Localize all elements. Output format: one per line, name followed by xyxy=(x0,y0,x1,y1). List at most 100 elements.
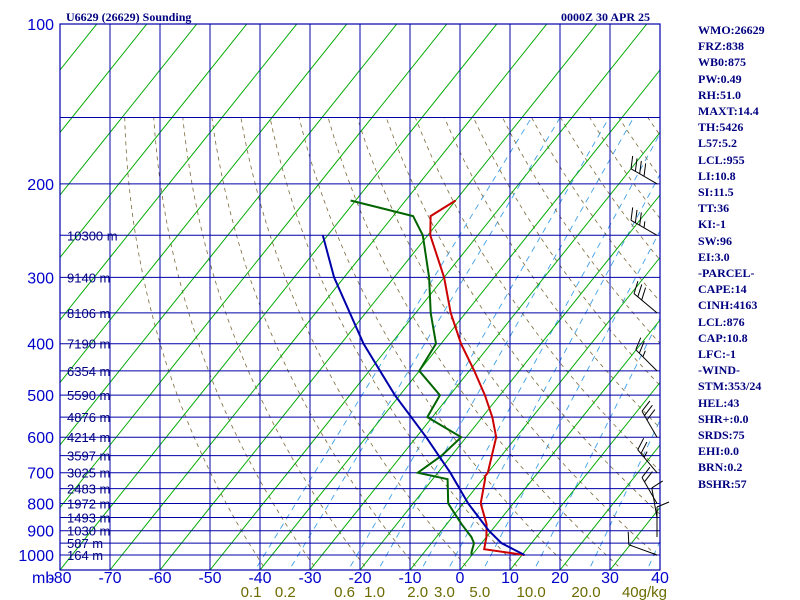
index-item: FRZ:838 xyxy=(698,39,744,54)
isotherm-line xyxy=(259,69,660,570)
pressure-tick-label: 200 xyxy=(27,177,54,194)
pressure-tick-label: 300 xyxy=(27,270,54,287)
index-item: EI:3.0 xyxy=(698,249,730,264)
isotherm-line xyxy=(409,256,660,570)
isotherm-line xyxy=(60,24,398,446)
isotherm-line xyxy=(459,319,660,570)
pressure-unit-label: mb xyxy=(32,570,54,587)
index-item: LFC:-1 xyxy=(698,347,736,362)
temperature-tick-label: 30 xyxy=(601,570,619,587)
sounding-time: 0000Z 30 APR 25 xyxy=(561,10,650,24)
height-label: 3597 m xyxy=(67,449,110,464)
mixing-ratio-label: 40g/kg xyxy=(622,584,667,600)
temperature-tick-label: 0 xyxy=(456,570,465,587)
mixing-ratio-line xyxy=(379,117,635,567)
height-label: 8106 m xyxy=(67,306,110,321)
isotherm-line xyxy=(509,381,660,570)
isotherm-lines xyxy=(60,24,660,570)
height-label: 9140 m xyxy=(67,270,110,285)
index-item: EHI:0.0 xyxy=(698,444,740,459)
index-item: -WIND- xyxy=(698,363,740,378)
index-panel: WMO:26629 FRZ:838 WB0:875 PW:0.49 RH:51.0 MAX… xyxy=(698,22,798,492)
mixing-ratio-label: 5.0 xyxy=(469,584,490,600)
index-item: SHR+:0.0 xyxy=(698,411,749,426)
temperature-tick-label: -60 xyxy=(148,570,171,587)
height-label: 164 m xyxy=(67,548,103,563)
height-label: 4876 m xyxy=(67,410,110,425)
pressure-tick-label: 400 xyxy=(27,337,54,354)
temperature-line xyxy=(429,199,525,556)
wind-barb xyxy=(651,480,664,518)
height-label: 2483 m xyxy=(67,482,110,497)
temperature-tick-label: -80 xyxy=(48,570,71,587)
wind-barb xyxy=(635,337,658,372)
mixing-ratio-label: 20.0 xyxy=(571,584,600,600)
mixing-ratio-label: 1.0 xyxy=(364,584,385,600)
mixing-ratio-label: 0.1 xyxy=(241,584,262,600)
isotherm-line xyxy=(359,194,660,570)
index-item: PW:0.49 xyxy=(698,71,742,86)
index-item: L57:5.2 xyxy=(698,136,737,151)
temperature-tick-label: -30 xyxy=(298,570,321,587)
profile-lines xyxy=(321,199,525,556)
height-label: 5590 m xyxy=(67,388,110,403)
pressure-tick-label: 900 xyxy=(27,524,54,541)
index-item: HEL:43 xyxy=(698,395,740,410)
mixing-ratio-label: 3.0 xyxy=(434,584,455,600)
isotherm-line xyxy=(309,131,660,570)
wind-barb xyxy=(633,281,658,314)
mixing-ratio-label: 0.2 xyxy=(275,584,296,600)
wind-barbs xyxy=(627,155,670,556)
temperature-tick-label: -10 xyxy=(398,570,421,587)
index-item: LI:10.8 xyxy=(698,168,736,183)
mixing-ratio-line xyxy=(449,173,660,567)
dewpoint-line xyxy=(350,199,476,556)
mixing-ratio-label: 2.0 xyxy=(407,584,428,600)
index-item: SI:11.5 xyxy=(698,185,734,200)
wind-barb xyxy=(637,437,658,474)
isotherm-line xyxy=(60,24,448,509)
pressure-tick-label: 500 xyxy=(27,388,54,405)
index-item: WB0:875 xyxy=(698,55,746,70)
height-label: 4214 m xyxy=(67,430,110,445)
mixing-ratio-label: 10.0 xyxy=(516,584,545,600)
index-item: TT:36 xyxy=(698,201,730,216)
mixing-ratio-lines xyxy=(257,117,660,567)
pressure-tick-label: 700 xyxy=(27,466,54,483)
mixing-ratio-line xyxy=(484,229,660,567)
index-item: SRDS:75 xyxy=(698,428,745,443)
pressure-tick-label: 600 xyxy=(27,430,54,447)
temperature-tick-label: -20 xyxy=(348,570,371,587)
mixing-ratio-line xyxy=(590,419,660,567)
station-title: U6629 (26629) Sounding xyxy=(66,10,191,24)
isotherm-line xyxy=(60,24,148,134)
temperature-tick-label: -70 xyxy=(98,570,121,587)
height-label: 7190 m xyxy=(67,337,110,352)
wind-barb xyxy=(641,400,658,438)
wind-barb xyxy=(630,155,658,185)
pressure-tick-label: 800 xyxy=(27,497,54,514)
isotherm-line xyxy=(60,24,348,384)
height-label: 6354 m xyxy=(67,364,110,379)
isotherm-line xyxy=(559,444,660,570)
plot-frame xyxy=(59,23,661,571)
index-item: STM:353/24 xyxy=(698,379,762,394)
pressure-grid xyxy=(59,23,661,571)
temperature-tick-label: 20 xyxy=(551,570,569,587)
parcel-line xyxy=(321,235,525,556)
isotherm-line xyxy=(60,24,198,196)
height-label: 587 m xyxy=(67,536,103,551)
index-item: -PARCEL- xyxy=(698,266,755,281)
temperature-tick-label: 40 xyxy=(651,570,669,587)
mixing-ratio-line xyxy=(422,132,660,567)
index-item: MAXT:14.4 xyxy=(698,104,759,119)
wind-barb xyxy=(630,207,658,236)
isotherm-line xyxy=(109,24,548,570)
wind-barb xyxy=(627,531,658,556)
index-item: CINH:4163 xyxy=(698,298,758,313)
isotherm-line xyxy=(60,24,248,259)
index-item: BSHR:57 xyxy=(698,476,747,491)
index-item: CAP:10.8 xyxy=(698,330,748,345)
